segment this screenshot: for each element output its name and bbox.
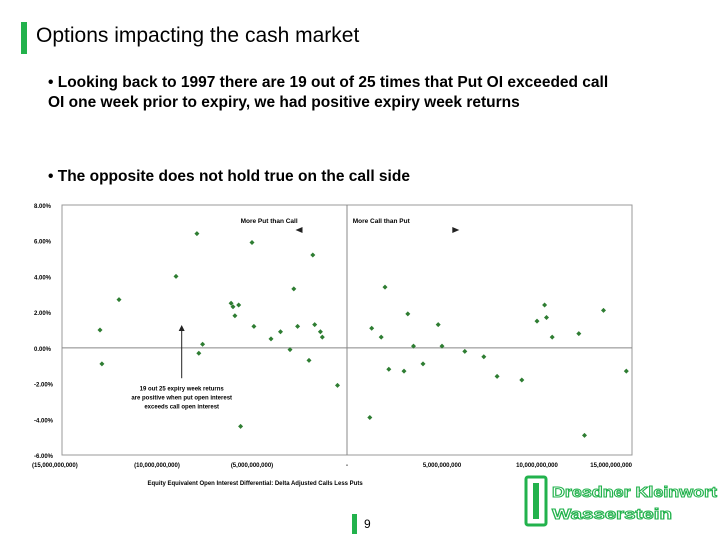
dresdner-kleinwort-wasserstein-logo: Dresdner Kleinwort Wasserstein [524, 475, 718, 527]
y-tick-label: -4.00% [34, 418, 54, 424]
data-point [549, 334, 555, 340]
arrow-left-icon [295, 227, 303, 233]
data-point [295, 323, 301, 329]
y-tick-label: 2.00% [34, 311, 52, 317]
data-point [251, 323, 257, 329]
annotation-note-line: 19 out 25 expiry week returns [140, 387, 225, 393]
bullet-point-2: • The opposite does not hold true on the… [48, 168, 410, 185]
data-point [287, 347, 293, 353]
data-point [99, 361, 105, 367]
y-tick-label: 8.00% [34, 204, 52, 210]
data-point [582, 432, 587, 438]
data-point [232, 313, 238, 319]
data-point [623, 368, 629, 374]
svg-text:Wasserstein: Wasserstein [552, 506, 672, 523]
data-point [544, 315, 549, 320]
bullet-point-1: • Looking back to 1997 there are 19 out … [48, 74, 609, 111]
data-point [378, 334, 384, 340]
data-point [312, 322, 318, 328]
x-tick-label: 10,000,000,000 [516, 463, 558, 469]
data-point [194, 231, 200, 237]
data-point [317, 329, 323, 335]
logo-emblem [524, 475, 548, 527]
annotation-more-put: More Put than Call [241, 218, 298, 225]
annotation-note-line: are positive when put open interest [131, 396, 232, 402]
arrow-right-icon [452, 227, 460, 233]
x-axis-label: Equity Equivalent Open Interest Differen… [148, 481, 364, 487]
page-number: 9 [364, 517, 371, 531]
y-tick-label: 6.00% [34, 240, 52, 246]
y-tick-label: -2.00% [34, 383, 54, 389]
annotation-more-call: More Call than Put [353, 218, 411, 225]
x-tick-label: - [346, 463, 348, 469]
data-point [435, 322, 441, 328]
data-point [382, 284, 388, 290]
data-point [230, 304, 236, 310]
scatter-chart: 8.00% 6.00% 4.00% 2.00% 0.00% -2.00% -4.00% -6.… [32, 204, 633, 487]
data-point [481, 354, 487, 360]
y-tick-label: 4.00% [34, 275, 52, 281]
data-point [335, 382, 340, 388]
data-point [439, 343, 445, 349]
data-point [278, 329, 283, 335]
data-point [519, 377, 525, 383]
data-point [369, 325, 375, 331]
data-point [291, 286, 297, 292]
arrow-up-icon [178, 325, 185, 331]
x-tick-label: (10,000,000,000) [134, 463, 180, 469]
data-point [576, 331, 582, 337]
data-point [601, 307, 606, 313]
data-point [542, 302, 548, 308]
svg-text:Dresdner Kleinwort: Dresdner Kleinwort [552, 484, 717, 501]
logo-lettering: Dresdner Kleinwort Wasserstein [552, 484, 718, 524]
data-point [386, 366, 392, 372]
x-tick-label: (5,000,000,000) [231, 463, 273, 469]
page-title: Options impacting the cash market [36, 24, 360, 47]
data-point [310, 252, 316, 258]
data-point [420, 361, 426, 367]
data-point [249, 240, 255, 245]
data-point [268, 336, 274, 342]
data-point [200, 341, 206, 347]
data-point [319, 334, 325, 340]
data-point [411, 343, 416, 349]
data-point [116, 297, 122, 303]
y-tick-label: -6.00% [34, 454, 54, 460]
data-point [462, 348, 468, 354]
data-point [238, 423, 244, 429]
x-tick-label: (15,000,000,000) [32, 463, 78, 469]
data-point [494, 373, 500, 379]
data-point [401, 368, 407, 374]
data-point [228, 300, 234, 306]
x-tick-label: 5,000,000,000 [423, 463, 462, 469]
data-point [236, 302, 242, 308]
data-point [306, 357, 312, 363]
page-number-accent-bar [352, 514, 357, 534]
data-point [97, 327, 103, 333]
annotation-note-line: exceeds call open interest [144, 405, 219, 411]
data-point [367, 415, 373, 420]
data-point [196, 350, 202, 356]
data-point [173, 273, 179, 279]
data-point [534, 318, 540, 324]
data-point [405, 311, 411, 317]
x-tick-label: 15,000,000,000 [590, 463, 632, 469]
y-tick-label: 0.00% [34, 347, 52, 353]
title-accent-bar [21, 22, 27, 54]
